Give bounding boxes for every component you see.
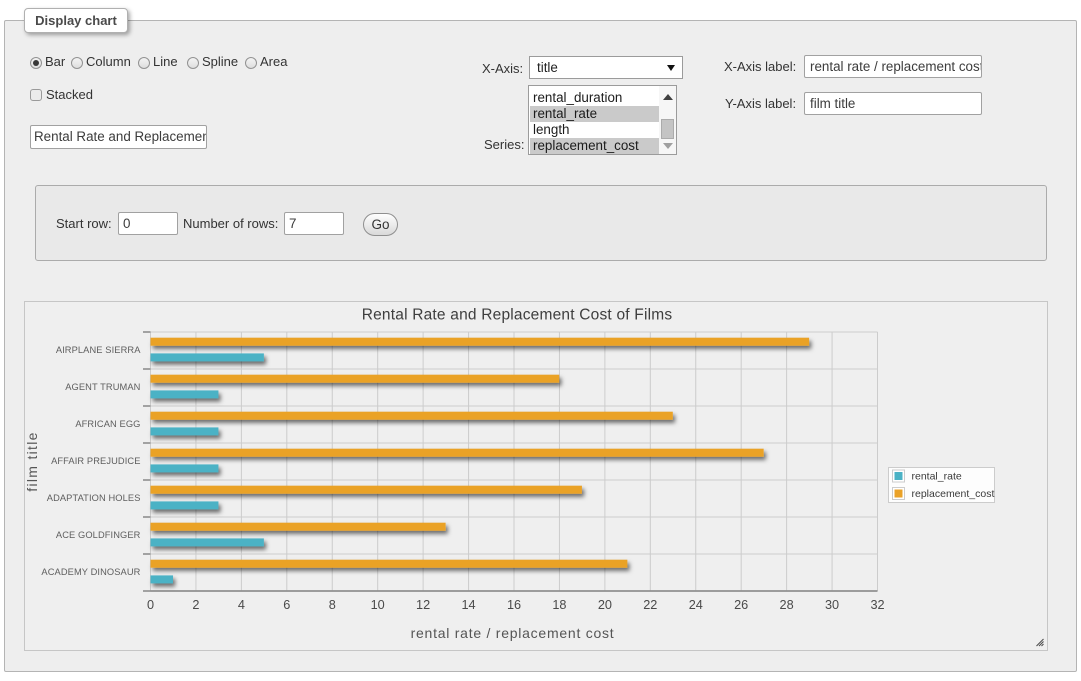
svg-text:26: 26 bbox=[734, 598, 748, 612]
svg-text:30: 30 bbox=[825, 598, 839, 612]
svg-text:2: 2 bbox=[192, 598, 199, 612]
svg-text:14: 14 bbox=[461, 598, 475, 612]
svg-text:16: 16 bbox=[507, 598, 521, 612]
svg-text:8: 8 bbox=[329, 598, 336, 612]
svg-text:24: 24 bbox=[689, 598, 703, 612]
svg-text:10: 10 bbox=[371, 598, 385, 612]
svg-text:28: 28 bbox=[780, 598, 794, 612]
svg-text:ADAPTATION HOLES: ADAPTATION HOLES bbox=[47, 493, 141, 503]
svg-text:20: 20 bbox=[598, 598, 612, 612]
svg-text:film title: film title bbox=[25, 431, 40, 491]
svg-text:18: 18 bbox=[552, 598, 566, 612]
svg-text:AFRICAN EGG: AFRICAN EGG bbox=[75, 419, 140, 429]
svg-text:ACADEMY DINOSAUR: ACADEMY DINOSAUR bbox=[41, 567, 140, 577]
svg-text:replacement_cost: replacement_cost bbox=[912, 488, 995, 500]
svg-text:4: 4 bbox=[238, 598, 245, 612]
svg-text:rental rate / replacement cost: rental rate / replacement cost bbox=[411, 625, 615, 641]
svg-text:0: 0 bbox=[147, 598, 154, 612]
svg-text:ACE GOLDFINGER: ACE GOLDFINGER bbox=[56, 530, 141, 540]
svg-text:Rental Rate and Replacement Co: Rental Rate and Replacement Cost of Film… bbox=[362, 307, 673, 324]
svg-text:rental_rate: rental_rate bbox=[912, 471, 962, 483]
svg-text:12: 12 bbox=[416, 598, 430, 612]
svg-text:AIRPLANE SIERRA: AIRPLANE SIERRA bbox=[56, 345, 141, 355]
svg-text:AFFAIR PREJUDICE: AFFAIR PREJUDICE bbox=[51, 456, 140, 466]
svg-text:22: 22 bbox=[643, 598, 657, 612]
svg-text:6: 6 bbox=[283, 598, 290, 612]
svg-text:32: 32 bbox=[870, 598, 884, 612]
svg-text:AGENT TRUMAN: AGENT TRUMAN bbox=[65, 382, 140, 392]
